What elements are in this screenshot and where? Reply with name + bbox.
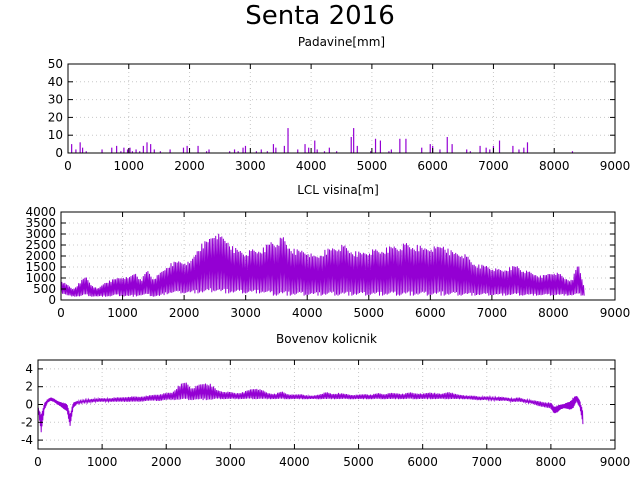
x-tick-label: 7000 [472, 455, 503, 469]
x-tick-label: 0 [34, 455, 42, 469]
y-tick-label: 500 [33, 282, 56, 296]
y-tick-label: 4000 [25, 205, 56, 219]
x-tick-label: 9000 [600, 455, 631, 469]
y-tick-label: 3500 [25, 216, 56, 230]
x-tick-label: 5000 [343, 455, 374, 469]
x-tick-label: 8000 [539, 159, 570, 173]
y-tick-label: 2 [25, 380, 33, 394]
x-tick-label: 5000 [354, 306, 385, 320]
x-tick-label: 6000 [415, 306, 446, 320]
y-tick-label: 2500 [25, 238, 56, 252]
x-tick-label: 7000 [477, 306, 508, 320]
y-tick-label: 0 [55, 146, 63, 160]
x-tick-label: 9000 [600, 306, 631, 320]
x-tick-label: 6000 [407, 455, 438, 469]
y-tick-label: 20 [48, 110, 63, 124]
y-tick-label: 1000 [25, 271, 56, 285]
panel-title: Bovenov kolicnik [276, 332, 377, 346]
x-tick-label: 1000 [114, 159, 145, 173]
y-tick-label: 50 [48, 57, 63, 71]
series-line [37, 382, 584, 433]
chart-title: Senta 2016 [245, 1, 395, 31]
x-tick-label: 2000 [174, 159, 205, 173]
y-tick-label: -4 [21, 433, 33, 447]
bowen-ratio-panel: Bovenov kolicnik 0 1000 2000 3000 4000 5000 600… [21, 332, 630, 469]
x-tick-label: 7000 [478, 159, 509, 173]
x-tick-label: 3000 [215, 455, 246, 469]
x-tick-label: 0 [57, 306, 65, 320]
panel-title: LCL visina[m] [297, 183, 379, 197]
panel-title: Padavine[mm] [298, 35, 385, 49]
y-tick-label: 0 [25, 398, 33, 412]
x-tick-label: 2000 [169, 306, 200, 320]
y-tick-label: 0 [48, 293, 56, 307]
series-line [60, 233, 585, 297]
y-tick-label: 10 [48, 128, 63, 142]
y-tick-label: 1500 [25, 260, 56, 274]
y-tick-label: 3000 [25, 227, 56, 241]
x-tick-label: 1000 [87, 455, 118, 469]
x-tick-label: 9000 [600, 159, 631, 173]
x-tick-label: 1000 [107, 306, 138, 320]
x-tick-label: 4000 [279, 455, 310, 469]
y-tick-label: 40 [48, 75, 63, 89]
plot-frame [67, 63, 616, 154]
y-tick-label: 30 [48, 93, 63, 107]
y-tick-label: 2000 [25, 249, 56, 263]
y-tick-label: -2 [21, 415, 33, 429]
x-tick-label: 0 [64, 159, 72, 173]
x-tick-label: 3000 [230, 306, 261, 320]
x-tick-label: 8000 [536, 455, 567, 469]
precipitation-panel: Padavine[mm] 0 1000 2000 3000 4000 5000 6000 700… [48, 35, 631, 173]
x-tick-label: 2000 [151, 455, 182, 469]
x-tick-label: 8000 [538, 306, 569, 320]
lcl-height-panel: LCL visina[m] 0 1000 2000 3000 4000 5000 6000 70… [25, 183, 630, 320]
x-tick-label: 6000 [417, 159, 448, 173]
y-tick-label: 4 [25, 362, 33, 376]
x-tick-label: 3000 [235, 159, 266, 173]
x-tick-label: 5000 [357, 159, 388, 173]
x-tick-label: 4000 [296, 159, 327, 173]
x-tick-label: 4000 [292, 306, 323, 320]
